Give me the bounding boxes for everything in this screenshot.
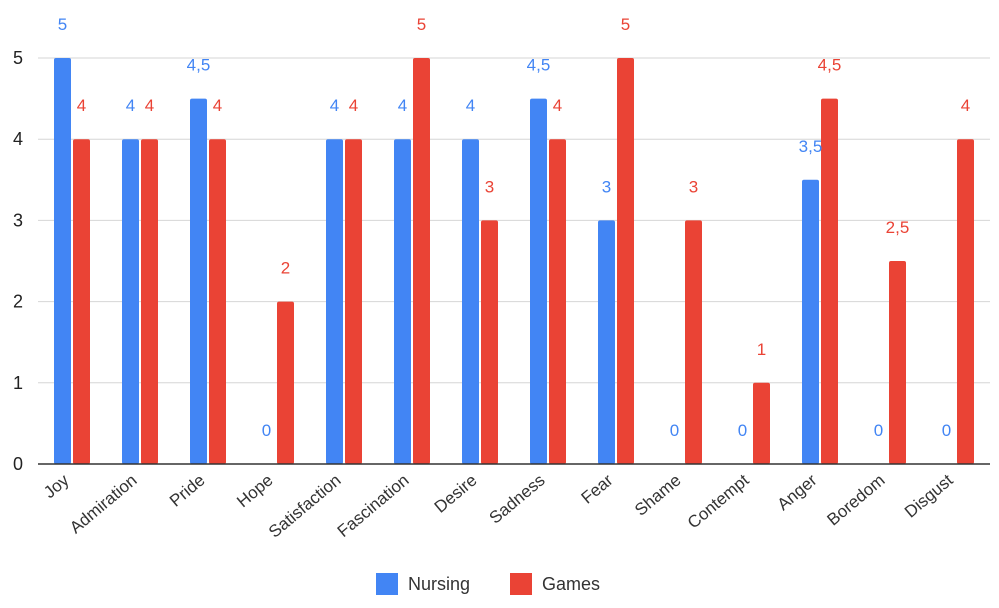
data-label-nursing-pride: 4,5 xyxy=(187,56,211,75)
legend-swatch-games xyxy=(510,573,532,595)
bar-games-sadness xyxy=(549,139,566,464)
bar-games-fascination xyxy=(413,58,430,464)
bar-nursing-admiration xyxy=(122,139,139,464)
bar-nursing-fascination xyxy=(394,139,411,464)
bar-nursing-joy xyxy=(54,58,71,464)
bar-nursing-anger xyxy=(802,179,819,465)
data-label-nursing-anger: 3,5 xyxy=(799,137,823,156)
bar-games-anger xyxy=(821,98,838,464)
bar-nursing-satisfaction xyxy=(326,139,343,464)
data-label-games-sadness: 4 xyxy=(553,96,562,115)
category-label-boredom: Boredom xyxy=(824,471,889,530)
data-label-games-desire: 3 xyxy=(485,177,494,196)
bar-games-shame xyxy=(685,220,702,464)
data-label-nursing-desire: 4 xyxy=(466,96,475,115)
bar-nursing-pride xyxy=(190,98,207,464)
data-label-games-anger: 4,5 xyxy=(818,56,842,75)
data-label-nursing-disgust: 0 xyxy=(942,421,951,440)
bar-nursing-sadness xyxy=(530,98,547,464)
bar-games-contempt xyxy=(753,382,770,464)
gridlines xyxy=(38,57,990,384)
y-tick-label: 0 xyxy=(13,454,23,474)
data-label-games-pride: 4 xyxy=(213,96,222,115)
category-label-pride: Pride xyxy=(166,471,209,511)
data-label-nursing-admiration: 4 xyxy=(126,96,135,115)
category-label-anger: Anger xyxy=(774,470,821,514)
data-label-games-disgust: 4 xyxy=(961,96,970,115)
bar-games-joy xyxy=(73,139,90,464)
y-tick-label: 2 xyxy=(13,292,23,312)
bar-games-boredom xyxy=(889,261,906,464)
data-label-nursing-shame: 0 xyxy=(670,421,679,440)
bar-games-disgust xyxy=(957,139,974,464)
category-label-shame: Shame xyxy=(631,471,684,520)
y-tick-label: 5 xyxy=(13,48,23,68)
data-label-games-admiration: 4 xyxy=(145,96,154,115)
bar-nursing-fear xyxy=(598,220,615,464)
bars xyxy=(54,58,974,465)
data-label-games-shame: 3 xyxy=(689,177,698,196)
category-label-desire: Desire xyxy=(431,471,481,517)
data-label-games-fear: 5 xyxy=(621,15,630,34)
data-label-games-joy: 4 xyxy=(77,96,86,115)
data-label-games-contempt: 1 xyxy=(757,340,766,359)
legend-label-nursing: Nursing xyxy=(408,574,470,594)
category-label-joy: Joy xyxy=(40,470,73,502)
bar-games-satisfaction xyxy=(345,139,362,464)
y-tick-label: 1 xyxy=(13,373,23,393)
data-label-nursing-boredom: 0 xyxy=(874,421,883,440)
data-label-games-hope: 2 xyxy=(281,259,290,278)
data-label-nursing-sadness: 4,5 xyxy=(527,56,551,75)
data-label-nursing-satisfaction: 4 xyxy=(330,96,339,115)
data-label-nursing-hope: 0 xyxy=(262,421,271,440)
data-label-games-fascination: 5 xyxy=(417,15,426,34)
y-tick-label: 4 xyxy=(13,129,23,149)
category-label-fear: Fear xyxy=(578,470,617,507)
legend-label-games: Games xyxy=(542,574,600,594)
bar-games-desire xyxy=(481,220,498,464)
category-label-fascination: Fascination xyxy=(334,471,413,541)
bar-games-pride xyxy=(209,139,226,464)
legend: Nursing Games xyxy=(376,573,600,595)
data-label-games-satisfaction: 4 xyxy=(349,96,358,115)
category-label-contempt: Contempt xyxy=(684,470,753,532)
category-label-satisfaction: Satisfaction xyxy=(265,471,345,542)
data-label-games-boredom: 2,5 xyxy=(886,218,910,237)
category-label-admiration: Admiration xyxy=(66,471,140,538)
y-axis-tick-labels: 0 1 2 3 4 5 xyxy=(13,48,23,474)
category-label-sadness: Sadness xyxy=(486,471,549,528)
legend-swatch-nursing xyxy=(376,573,398,595)
y-tick-label: 3 xyxy=(13,210,23,230)
category-label-disgust: Disgust xyxy=(901,470,957,521)
bar-nursing-desire xyxy=(462,139,479,464)
bar-games-hope xyxy=(277,301,294,464)
data-label-nursing-contempt: 0 xyxy=(738,421,747,440)
data-label-nursing-fear: 3 xyxy=(602,177,611,196)
data-label-nursing-fascination: 4 xyxy=(398,96,407,115)
data-label-nursing-joy: 5 xyxy=(58,15,67,34)
bar-games-admiration xyxy=(141,139,158,464)
category-label-hope: Hope xyxy=(233,471,276,512)
bar-games-fear xyxy=(617,58,634,464)
